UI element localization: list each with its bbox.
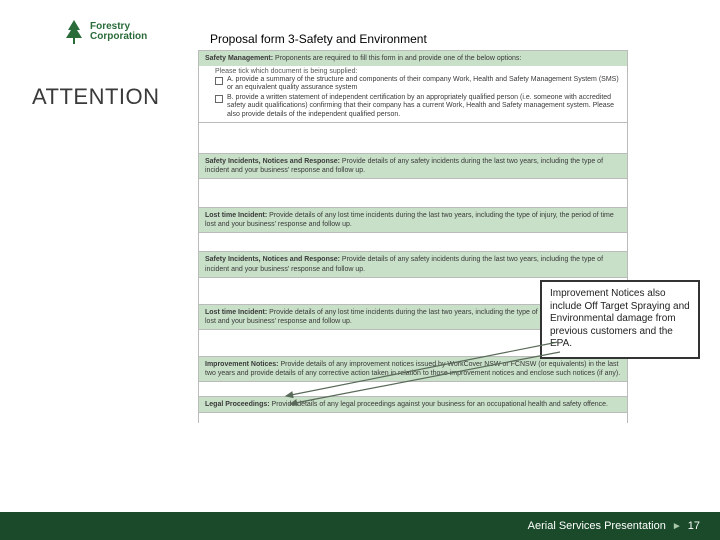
- form-section: Safety Management: Proponents are requir…: [198, 50, 628, 123]
- form-area: Safety Management: Proponents are requir…: [198, 50, 628, 423]
- form-section: Legal Proceedings: Provide details of an…: [198, 396, 628, 413]
- tree-icon: [62, 18, 86, 46]
- checkbox[interactable]: [215, 95, 223, 103]
- form-section: Lost time Incident: Provide details of a…: [198, 207, 628, 233]
- footer-arrow-icon: ►: [672, 521, 682, 532]
- checkbox-row: A. provide a summary of the structure an…: [215, 76, 621, 93]
- section-spacer: [198, 233, 628, 251]
- section-spacer: [198, 413, 628, 423]
- logo: Forestry Corporation: [62, 18, 147, 46]
- checkbox-label: B. provide a written statement of indepe…: [227, 94, 621, 119]
- section-header: Safety Management: Proponents are requir…: [199, 51, 627, 66]
- section-header: Improvement Notices: Provide details of …: [199, 357, 627, 381]
- checkbox-row: B. provide a written statement of indepe…: [215, 94, 621, 119]
- checkbox[interactable]: [215, 77, 223, 85]
- form-section: Safety Incidents, Notices and Response: …: [198, 251, 628, 277]
- footer-bar: Aerial Services Presentation ► 17: [0, 512, 720, 540]
- section-header: Legal Proceedings: Provide details of an…: [199, 397, 627, 412]
- section-header: Lost time Incident: Provide details of a…: [199, 208, 627, 232]
- section-header: Safety Incidents, Notices and Response: …: [199, 252, 627, 276]
- logo-sub: Corporation: [90, 32, 147, 42]
- section-spacer: [198, 382, 628, 396]
- footer-text: Aerial Services Presentation: [528, 520, 666, 532]
- section-spacer: [198, 179, 628, 207]
- section-header: Safety Incidents, Notices and Response: …: [199, 154, 627, 178]
- form-section: Improvement Notices: Provide details of …: [198, 356, 628, 382]
- checkbox-label: A. provide a summary of the structure an…: [227, 76, 621, 93]
- proposal-title: Proposal form 3-Safety and Environment: [210, 32, 427, 46]
- form-section: Safety Incidents, Notices and Response: …: [198, 153, 628, 179]
- section-body: Please tick which document is being supp…: [199, 66, 627, 122]
- callout-box: Improvement Notices also include Off Tar…: [540, 280, 700, 359]
- section-spacer: [198, 123, 628, 153]
- attention-heading: ATTENTION: [32, 84, 160, 110]
- footer-page: 17: [688, 520, 700, 532]
